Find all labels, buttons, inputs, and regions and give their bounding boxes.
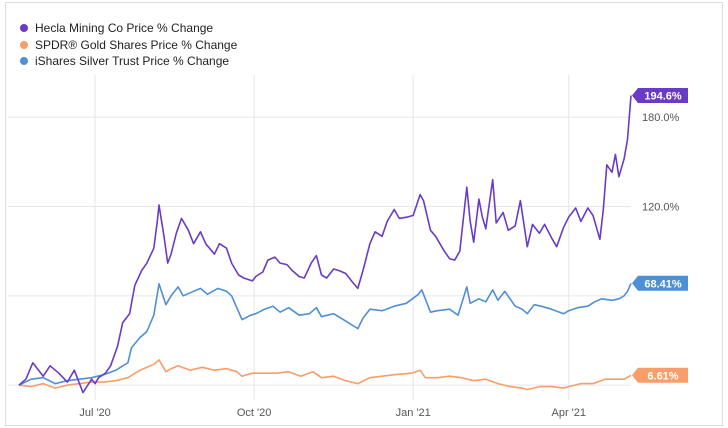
x-tick-label: Jan '21 <box>396 407 431 419</box>
end-label-hecla: 194.6% <box>632 87 688 103</box>
legend-item-hecla[interactable]: Hecla Mining Co Price % Change <box>20 20 237 37</box>
legend-label-gold: SPDR® Gold Shares Price % Change <box>35 37 238 52</box>
series-line-gold <box>18 359 632 391</box>
series-line-hecla <box>18 95 632 394</box>
x-axis-ticks: Jul '20 Oct '20 Jan '21 Apr '21 <box>79 407 586 419</box>
end-label-gold-flag <box>632 367 688 383</box>
legend-dot-gold <box>20 40 28 49</box>
series-line-silver <box>18 282 632 386</box>
end-label-silver-flag <box>632 275 688 291</box>
chart-legend: Hecla Mining Co Price % Change SPDR® Gol… <box>20 20 237 70</box>
end-label-silver: 68.41% <box>632 275 688 291</box>
y-tick-label: 180.0% <box>642 112 680 124</box>
end-label-hecla-text: 194.6% <box>644 90 682 102</box>
legend-item-silver[interactable]: iShares Silver Trust Price % Change <box>20 53 237 70</box>
legend-label-silver: iShares Silver Trust Price % Change <box>35 54 230 69</box>
legend-dot-silver <box>20 57 28 66</box>
y-axis-ticks: 120.0% 180.0% <box>642 112 680 213</box>
x-tick-label: Oct '20 <box>237 407 272 419</box>
x-tick-label: Apr '21 <box>552 407 587 419</box>
end-label-hecla-flag <box>632 87 688 103</box>
end-label-gold: 6.61% <box>632 367 688 383</box>
end-label-silver-text: 68.41% <box>644 278 682 290</box>
x-tick-label: Jul '20 <box>79 407 110 419</box>
series-lines <box>18 95 632 394</box>
legend-dot-hecla <box>20 24 28 33</box>
end-label-gold-text: 6.61% <box>647 370 678 382</box>
grid-lines <box>8 75 631 400</box>
legend-label-hecla: Hecla Mining Co Price % Change <box>35 21 214 36</box>
end-value-labels: 194.6% 6.61% 68.41% <box>632 87 688 383</box>
y-tick-label: 120.0% <box>642 202 680 214</box>
legend-item-gold[interactable]: SPDR® Gold Shares Price % Change <box>20 37 237 54</box>
